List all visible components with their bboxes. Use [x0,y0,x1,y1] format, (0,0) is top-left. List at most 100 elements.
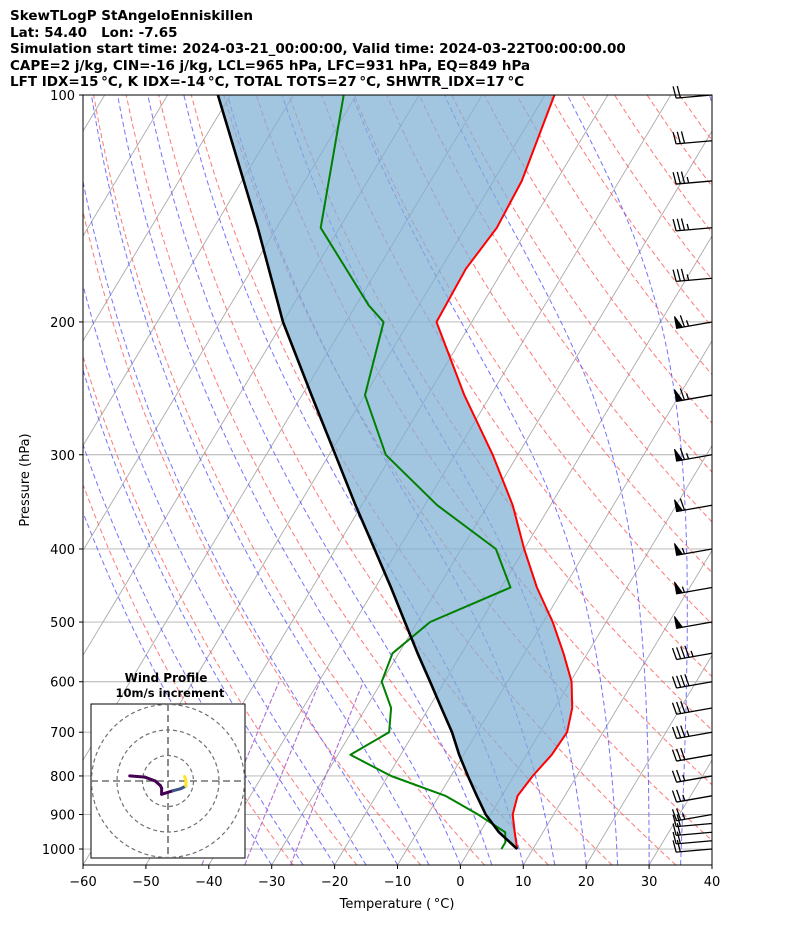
barb-flag [673,543,684,556]
moist-adiabat [444,95,650,865]
barb-staff [676,848,713,853]
wind-barb [673,315,713,329]
barb-full [680,674,686,687]
barb-full [672,269,677,282]
hodograph-segment [128,774,147,779]
profile-lines [216,95,574,850]
y-tick-label: 800 [50,770,75,785]
barb-half [690,650,694,657]
wind-barb [672,218,713,232]
x-tick-label: −20 [321,875,348,890]
barb-full [679,447,686,460]
chart-title-block: SkewTLogP StAngeloEnniskillen Lat: 54.40… [10,8,626,91]
isotherm-line [83,95,294,447]
wind-barb [672,171,713,185]
wind-barb [673,498,713,513]
barb-full [672,86,677,99]
axes: −60 −50 −40 −30 −20 −10 0 10 20 30 40 1000 900 800 700… [42,89,720,890]
barb-full [676,839,681,852]
barb-half [682,794,686,801]
barb-staff [676,754,713,762]
isotherm-line [585,654,712,865]
moist-adiabat [90,95,430,865]
cape-cin-shading [217,95,573,849]
barb-full [676,831,681,844]
y-tick-label: 700 [50,726,75,741]
barb-full [676,171,681,184]
barb-staff [676,831,713,837]
barb-full [672,840,677,853]
wind-barb [673,581,713,595]
wind-barb [673,388,713,402]
barb-full [676,748,682,761]
barb-full [671,676,678,689]
barb-half [686,176,690,184]
barb-full [676,675,682,688]
y-tick-label: 500 [50,616,75,631]
barb-staff [676,795,713,803]
x-tick-label: 30 [641,875,658,890]
hodograph-segment [160,789,175,796]
barb-full [672,172,677,185]
barb-full [676,726,682,738]
y-tick-label: 400 [50,543,75,558]
barb-full [680,747,686,760]
barb-full [676,647,682,659]
y-tick-label: 1000 [42,843,75,858]
x-tick-label: 20 [578,875,595,890]
wind-barb [671,645,713,661]
title-line-cape: CAPE=2 j/kg, CIN=-16 j/kg, LCL=965 hPa, … [10,57,531,74]
dewpoint-profile-line [319,95,512,850]
barb-full [680,646,686,659]
wind-barb [672,823,713,837]
barb-full [672,823,677,836]
dry-adiabat [745,95,794,865]
wind-barb [672,831,713,845]
wind-barb [671,701,713,715]
hodograph-segment [143,775,157,783]
wind-barb [672,839,713,853]
barb-half [685,320,690,327]
barb-half [686,730,690,737]
barb-full [679,315,686,328]
moist-adiabat [709,95,712,865]
barb-full [676,789,682,802]
barb-half [681,547,686,555]
dry-adiabat [679,95,712,141]
barb-half [682,774,686,781]
barb-full [672,218,677,232]
barb-full [672,814,677,827]
wind-barb [673,543,713,556]
barb-full [676,85,681,98]
barb-full [684,645,690,658]
barb-staff [676,277,713,283]
barb-staff [676,707,713,715]
barb-staff [676,840,713,845]
barb-full [676,701,682,714]
dry-adiabat [548,95,712,328]
barb-full [676,769,682,782]
dry-adiabat [83,209,422,865]
barb-half [682,813,686,820]
x-tick-label: 0 [456,875,464,890]
barb-full [684,674,690,687]
barb-flag [673,499,684,513]
parcel-profile-line [216,95,519,850]
wind-barb [671,747,713,762]
isotherm-line [83,95,168,237]
barb-full [676,218,681,231]
barb-full [676,823,681,836]
dry-adiabat [83,354,358,865]
dry-adiabat [93,95,485,865]
barb-full [676,269,681,282]
wind-barbs [671,85,713,853]
barb-full [680,171,686,184]
barb-full [671,749,678,762]
barb-staff [676,813,713,822]
barb-half [681,586,686,593]
barb-flag [673,581,684,595]
barb-full [671,647,678,660]
y-tick-label: 200 [50,316,75,331]
wind-barb [672,85,713,99]
